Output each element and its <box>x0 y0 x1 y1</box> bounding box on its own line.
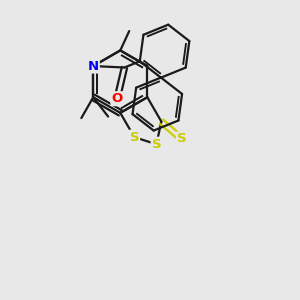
Text: S: S <box>177 133 187 146</box>
Text: S: S <box>130 131 139 144</box>
Text: N: N <box>88 59 99 73</box>
Text: O: O <box>111 92 123 105</box>
Text: S: S <box>152 138 161 151</box>
